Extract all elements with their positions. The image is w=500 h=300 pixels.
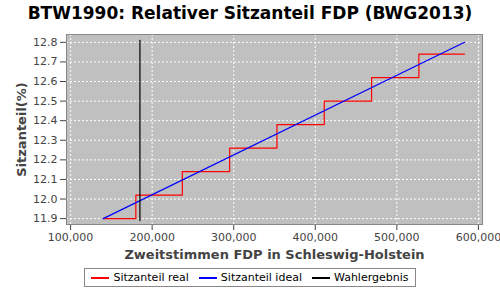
html-text:Sitzanteil real: Sitzanteil real <box>113 271 189 284</box>
svg-text:500,000: 500,000 <box>374 231 420 244</box>
svg-text:300,000: 300,000 <box>211 231 257 244</box>
svg-text:12.7: 12.7 <box>33 55 58 68</box>
html-text:BTW1990: Relativer Sitzanteil: BTW1990: Relativer Sitzanteil FDP (BWG20… <box>27 3 473 23</box>
svg-text:12.6: 12.6 <box>33 75 58 88</box>
svg-text:12.8: 12.8 <box>33 36 58 49</box>
svg-text:12.0: 12.0 <box>33 193 58 206</box>
svg-text:600,000: 600,000 <box>456 231 500 244</box>
html-text:Sitzanteil ideal: Sitzanteil ideal <box>220 271 302 284</box>
html-text:Wahlergebnis: Wahlergebnis <box>334 271 409 284</box>
svg-text:200,000: 200,000 <box>129 231 175 244</box>
svg-text:12.3: 12.3 <box>33 134 58 147</box>
svg-text:400,000: 400,000 <box>293 231 339 244</box>
svg-text:Zweitstimmen FDP in Schleswig-: Zweitstimmen FDP in Schleswig-Holstein <box>124 247 424 262</box>
svg-text:Sitzanteil(%): Sitzanteil(%) <box>14 82 29 176</box>
svg-text:12.1: 12.1 <box>33 173 58 186</box>
svg-text:12.2: 12.2 <box>33 153 58 166</box>
svg-text:12.4: 12.4 <box>33 114 58 127</box>
svg-text:11.9: 11.9 <box>33 212 58 225</box>
svg-text:100,000: 100,000 <box>48 231 94 244</box>
svg-text:12.5: 12.5 <box>33 95 58 108</box>
